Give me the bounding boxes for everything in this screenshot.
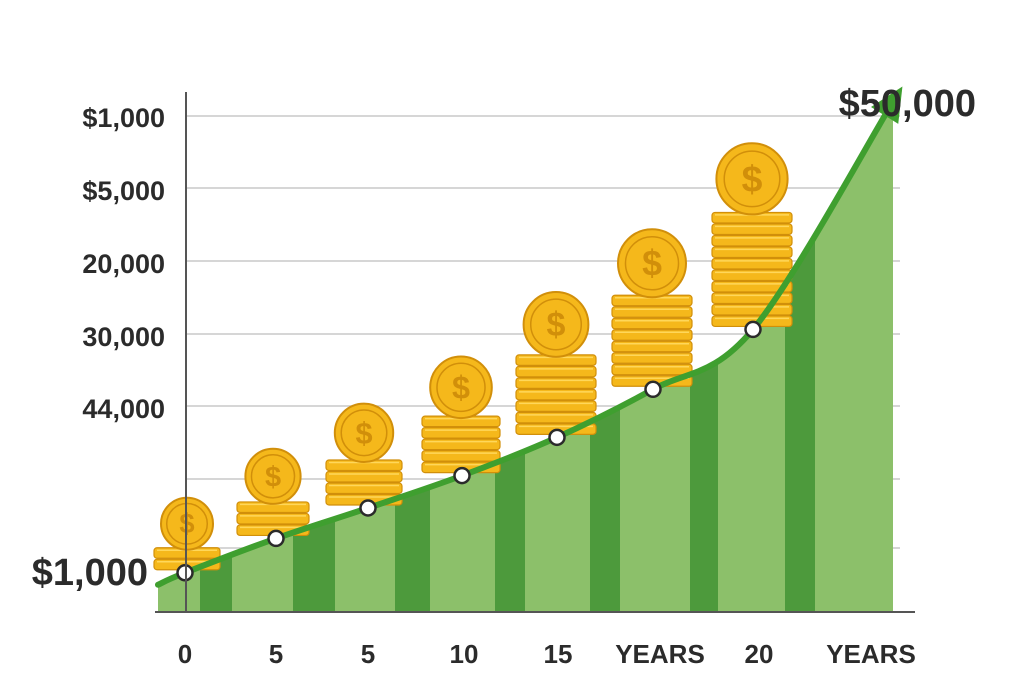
area-stripe: [495, 101, 526, 613]
stacked-coin: [711, 234, 793, 247]
coin-rim: [250, 454, 296, 499]
stacked-coin: [515, 365, 597, 378]
coin-rim: [340, 409, 388, 457]
dollar-coin: [429, 355, 493, 420]
data-markers: [176, 320, 762, 582]
y-tick-label: 44,000: [82, 394, 165, 424]
stacked-coin: [515, 377, 597, 389]
data-point: [744, 320, 762, 339]
arrow-head-icon: [870, 86, 903, 124]
coin-stack: $: [711, 142, 793, 328]
stacked-coin: [325, 470, 403, 483]
y-tick-label: $5,000: [82, 176, 165, 206]
coin-stack: $: [421, 355, 501, 474]
y-tick-label: 30,000: [82, 322, 165, 352]
area-stripe: [395, 101, 431, 613]
coin-rim: [529, 298, 583, 351]
axes: [155, 92, 915, 613]
data-point: [548, 428, 566, 447]
stacked-coin: [611, 352, 693, 364]
dollar-sign-icon: $: [742, 158, 763, 200]
dollar-coin: [244, 447, 302, 505]
area-stripe: [690, 101, 719, 613]
dollar-sign-icon: $: [642, 244, 662, 284]
stacked-coin: [421, 427, 501, 439]
stacked-coin: [611, 329, 693, 341]
stacked-coin: [515, 400, 597, 412]
stacked-coin: [611, 306, 693, 318]
dollar-coin: [617, 228, 687, 299]
dollar-sign-icon: $: [265, 461, 281, 493]
x-tick-label: 15: [544, 639, 573, 669]
stacked-coin: [325, 482, 403, 495]
stacked-coin: [711, 303, 793, 316]
x-tick-label: YEARS: [615, 639, 705, 669]
data-point: [267, 529, 285, 548]
dollar-sign-icon: $: [452, 369, 470, 405]
coin-stack: $: [236, 447, 310, 537]
data-point: [359, 499, 377, 517]
area-stripe: [335, 101, 396, 613]
stacked-coin: [421, 450, 501, 462]
labels: $1,000 $5,000 20,000 30,000 44,000 $1,00…: [32, 83, 976, 669]
dollar-sign-icon: $: [547, 306, 566, 344]
x-tick-label: 0: [178, 639, 192, 669]
stacked-coin: [711, 223, 793, 236]
end-value-label: $50,000: [839, 83, 976, 125]
stacked-coin: [421, 438, 501, 451]
x-tick-label: YEARS: [826, 639, 916, 669]
area-stripe: [430, 101, 496, 613]
stacked-coin: [515, 388, 597, 401]
stacked-coin: [236, 512, 310, 525]
dollar-coin: [333, 402, 395, 463]
stacked-coin: [515, 411, 597, 424]
x-tick-label: 5: [269, 639, 283, 669]
dollar-coin: [715, 142, 789, 216]
coin-rim: [723, 150, 781, 208]
stacked-coin: [711, 257, 793, 270]
x-tick-label: 10: [450, 639, 479, 669]
x-tick-label: 5: [361, 639, 375, 669]
coin-stack: $: [611, 228, 693, 387]
area-stripe: [785, 101, 816, 613]
stacked-coin: [711, 246, 793, 259]
area-stripe: [815, 101, 893, 613]
dollar-coin: [522, 291, 590, 358]
stacked-coin: [711, 269, 793, 282]
coin-stack: $: [325, 402, 403, 506]
y-tick-label: 20,000: [82, 249, 165, 279]
coin-stack: $: [515, 291, 597, 435]
coin-rim: [624, 236, 680, 291]
data-point: [453, 466, 471, 485]
dollar-sign-icon: $: [355, 416, 372, 450]
start-value-label: $1,000: [32, 552, 148, 594]
x-tick-label: 20: [745, 639, 774, 669]
coin-rim: [436, 362, 486, 413]
area-stripe: [293, 101, 336, 613]
stacked-coin: [611, 363, 693, 376]
y-tick-label: $1,000: [82, 103, 165, 133]
stacked-coin: [611, 340, 693, 353]
data-point: [644, 380, 662, 399]
stacked-coin: [611, 317, 693, 330]
